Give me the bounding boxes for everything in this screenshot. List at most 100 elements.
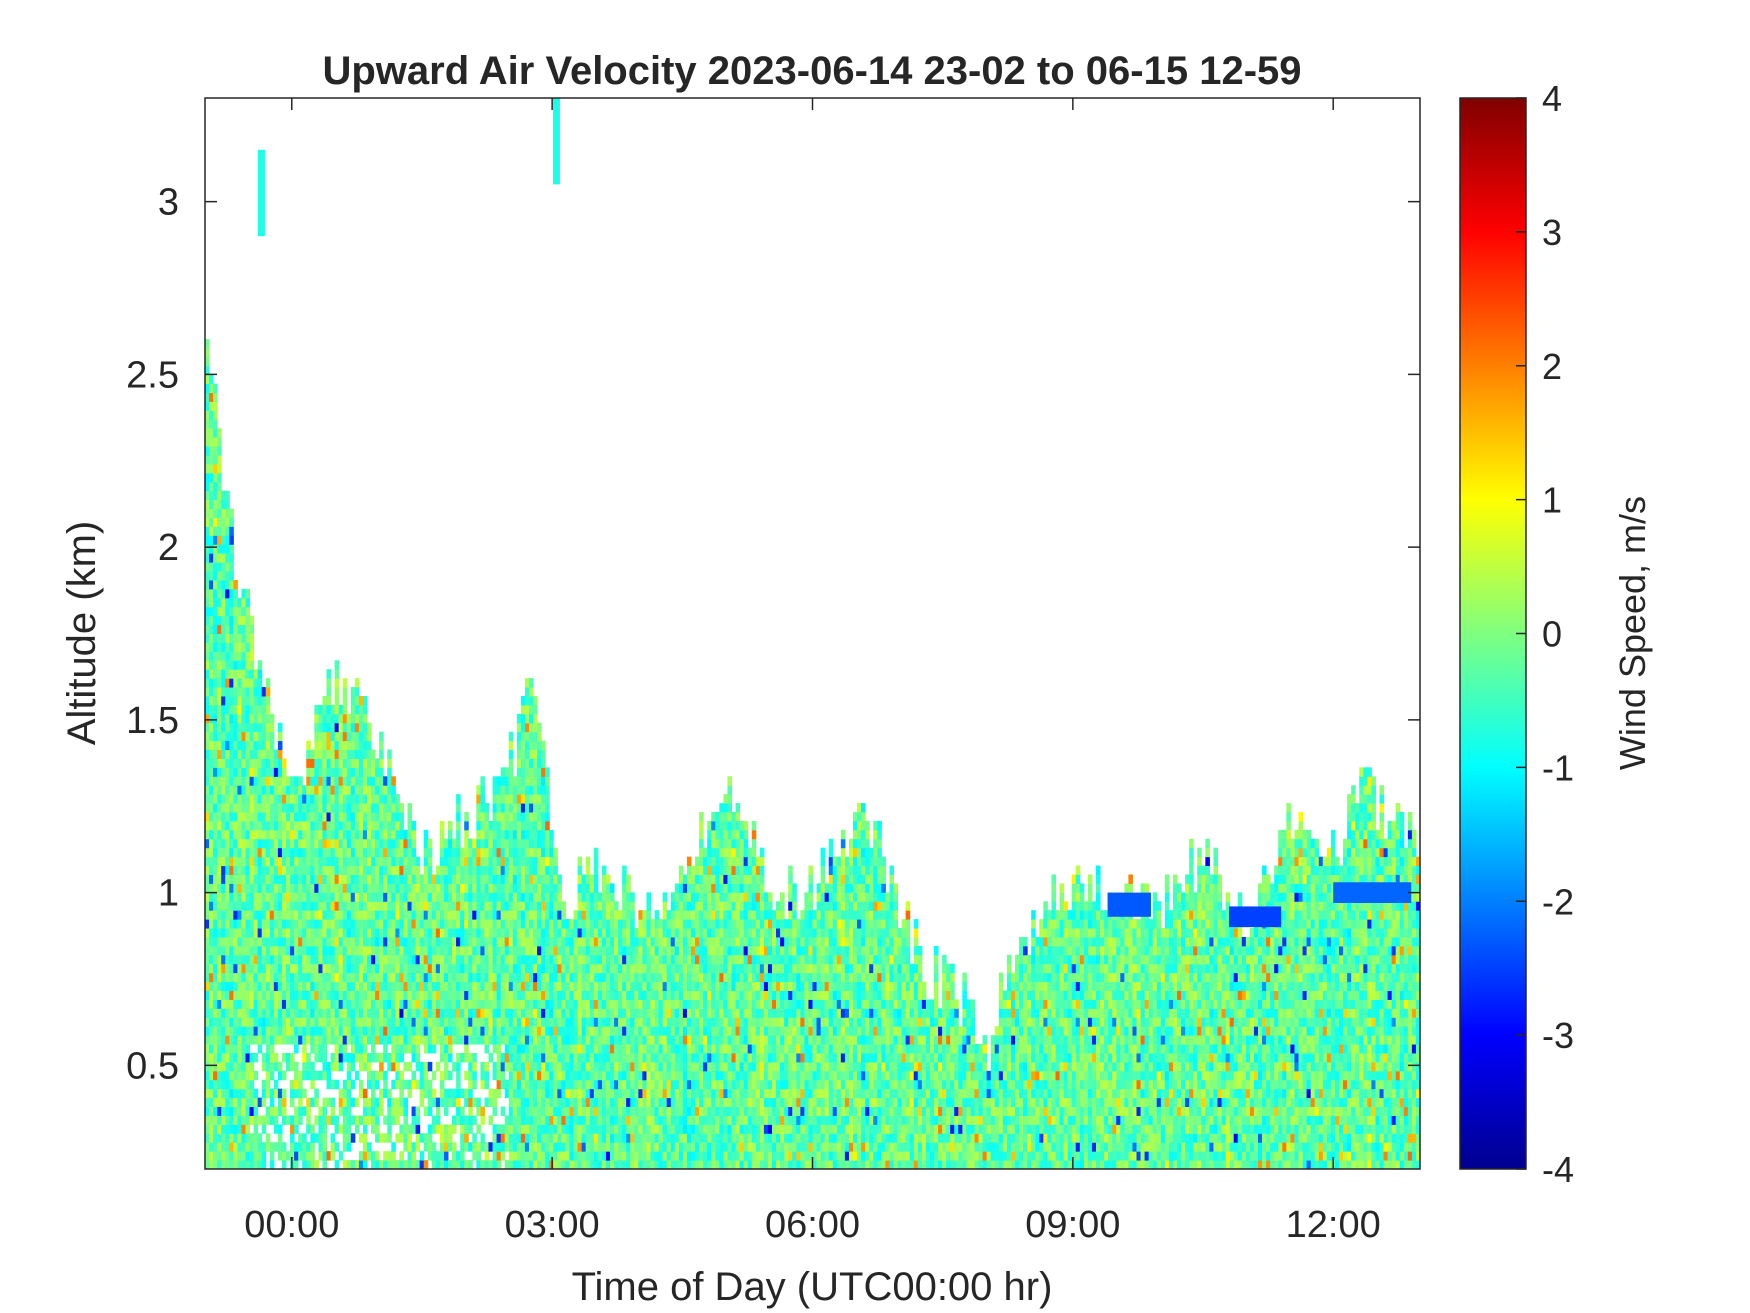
heatmap-cell: [358, 1151, 364, 1161]
heatmap-cell: [476, 936, 481, 947]
heatmap-cell: [294, 901, 299, 911]
heatmap-cell: [241, 1008, 246, 1018]
heatmap-cell: [249, 1079, 255, 1090]
heatmap-cell: [334, 892, 340, 902]
heatmap-cell: [573, 1008, 579, 1018]
heatmap-cell: [500, 829, 506, 840]
heatmap-cell: [391, 1079, 396, 1090]
heatmap-cell: [654, 963, 660, 974]
heatmap-cell: [330, 794, 336, 804]
heatmap-cell: [261, 972, 267, 983]
heatmap-cell: [346, 731, 352, 742]
heatmap-cell: [601, 1124, 607, 1134]
heatmap-cell: [205, 588, 210, 599]
heatmap-cell: [601, 1160, 607, 1169]
heatmap-cell: [403, 1008, 408, 1018]
heatmap-cell: [488, 928, 494, 938]
heatmap-cell: [326, 713, 332, 724]
heatmap-cell: [618, 1115, 623, 1125]
heatmap-cell: [512, 794, 518, 804]
heatmap-cell: [472, 892, 477, 902]
heatmap-cell: [601, 1026, 607, 1036]
heatmap-cell: [541, 865, 546, 875]
heatmap-cell: [395, 1070, 400, 1081]
heatmap-cell: [553, 999, 558, 1009]
heatmap-cell: [281, 999, 287, 1009]
heatmap-cell: [209, 606, 214, 617]
heatmap-cell: [326, 928, 332, 938]
heatmap-cell: [666, 981, 672, 992]
heatmap-cell: [249, 785, 255, 795]
heatmap-cell: [435, 865, 441, 875]
heatmap-cell: [217, 1026, 222, 1036]
heatmap-cell: [338, 749, 344, 759]
heatmap-cell: [213, 437, 218, 447]
heatmap-cell: [294, 990, 299, 1000]
heatmap-cell: [650, 928, 656, 938]
heatmap-cell: [371, 919, 376, 929]
heatmap-cell: [622, 1160, 627, 1169]
heatmap-cell: [350, 945, 356, 956]
heatmap-cell: [375, 990, 380, 1000]
heatmap-cell: [318, 847, 323, 858]
heatmap-cell: [508, 1160, 514, 1169]
heatmap-cell: [334, 981, 340, 992]
heatmap-cell: [480, 838, 485, 849]
heatmap-cell: [524, 695, 530, 706]
heatmap-cell: [658, 999, 664, 1009]
heatmap-cell: [241, 660, 246, 670]
heatmap-cell: [541, 1106, 546, 1116]
heatmap-cell: [286, 1026, 291, 1036]
heatmap-cell: [391, 981, 396, 992]
heatmap-cell: [662, 981, 668, 992]
heatmap-cell: [650, 954, 656, 965]
heatmap-cell: [476, 812, 481, 822]
heatmap-cell: [516, 794, 522, 804]
heatmap-cell: [537, 999, 542, 1009]
heatmap-cell: [354, 1052, 360, 1063]
heatmap-cell: [504, 803, 510, 813]
heatmap-cell: [342, 1079, 348, 1090]
heatmap-cell: [415, 901, 421, 911]
heatmap-cell: [391, 936, 396, 947]
heatmap-cell: [504, 1017, 510, 1027]
heatmap-cell: [407, 820, 413, 831]
heatmap-cell: [638, 990, 643, 1000]
heatmap-cell: [302, 847, 307, 858]
heatmap-cell: [492, 820, 498, 831]
heatmap-cell: [391, 874, 396, 884]
heatmap-cell: [261, 999, 267, 1009]
heatmap-cell: [391, 1017, 396, 1027]
heatmap-cell: [354, 678, 360, 688]
heatmap-cell: [245, 606, 251, 617]
heatmap-cell: [286, 1151, 291, 1161]
heatmap-cell: [281, 990, 287, 1000]
heatmap-cell: [456, 1052, 461, 1063]
heatmap-cell: [338, 999, 344, 1009]
heatmap-cell: [338, 803, 344, 813]
heatmap-cell: [476, 803, 481, 813]
heatmap-cell: [524, 1142, 530, 1152]
heatmap-cell: [229, 972, 234, 983]
heatmap-cell: [245, 820, 251, 831]
heatmap-cell: [529, 1017, 534, 1027]
heatmap-cell: [589, 1079, 595, 1090]
heatmap-cell: [346, 892, 352, 902]
heatmap-cell: [472, 1035, 477, 1045]
heatmap-cell: [569, 1070, 575, 1081]
heatmap-cell: [358, 856, 364, 867]
heatmap-cell: [666, 1017, 672, 1027]
heatmap-cell: [411, 954, 417, 965]
heatmap-cell: [371, 928, 376, 938]
heatmap-cell: [257, 820, 263, 831]
heatmap-cell: [205, 1061, 210, 1072]
heatmap-cell: [354, 847, 360, 858]
heatmap-cell: [504, 972, 510, 983]
heatmap-cell: [213, 669, 218, 679]
heatmap-cell: [577, 856, 583, 867]
heatmap-cell: [549, 928, 554, 938]
heatmap-cell: [658, 1097, 664, 1108]
heatmap-cell: [273, 901, 279, 911]
heatmap-cell: [354, 758, 360, 768]
heatmap-cell: [326, 731, 332, 742]
